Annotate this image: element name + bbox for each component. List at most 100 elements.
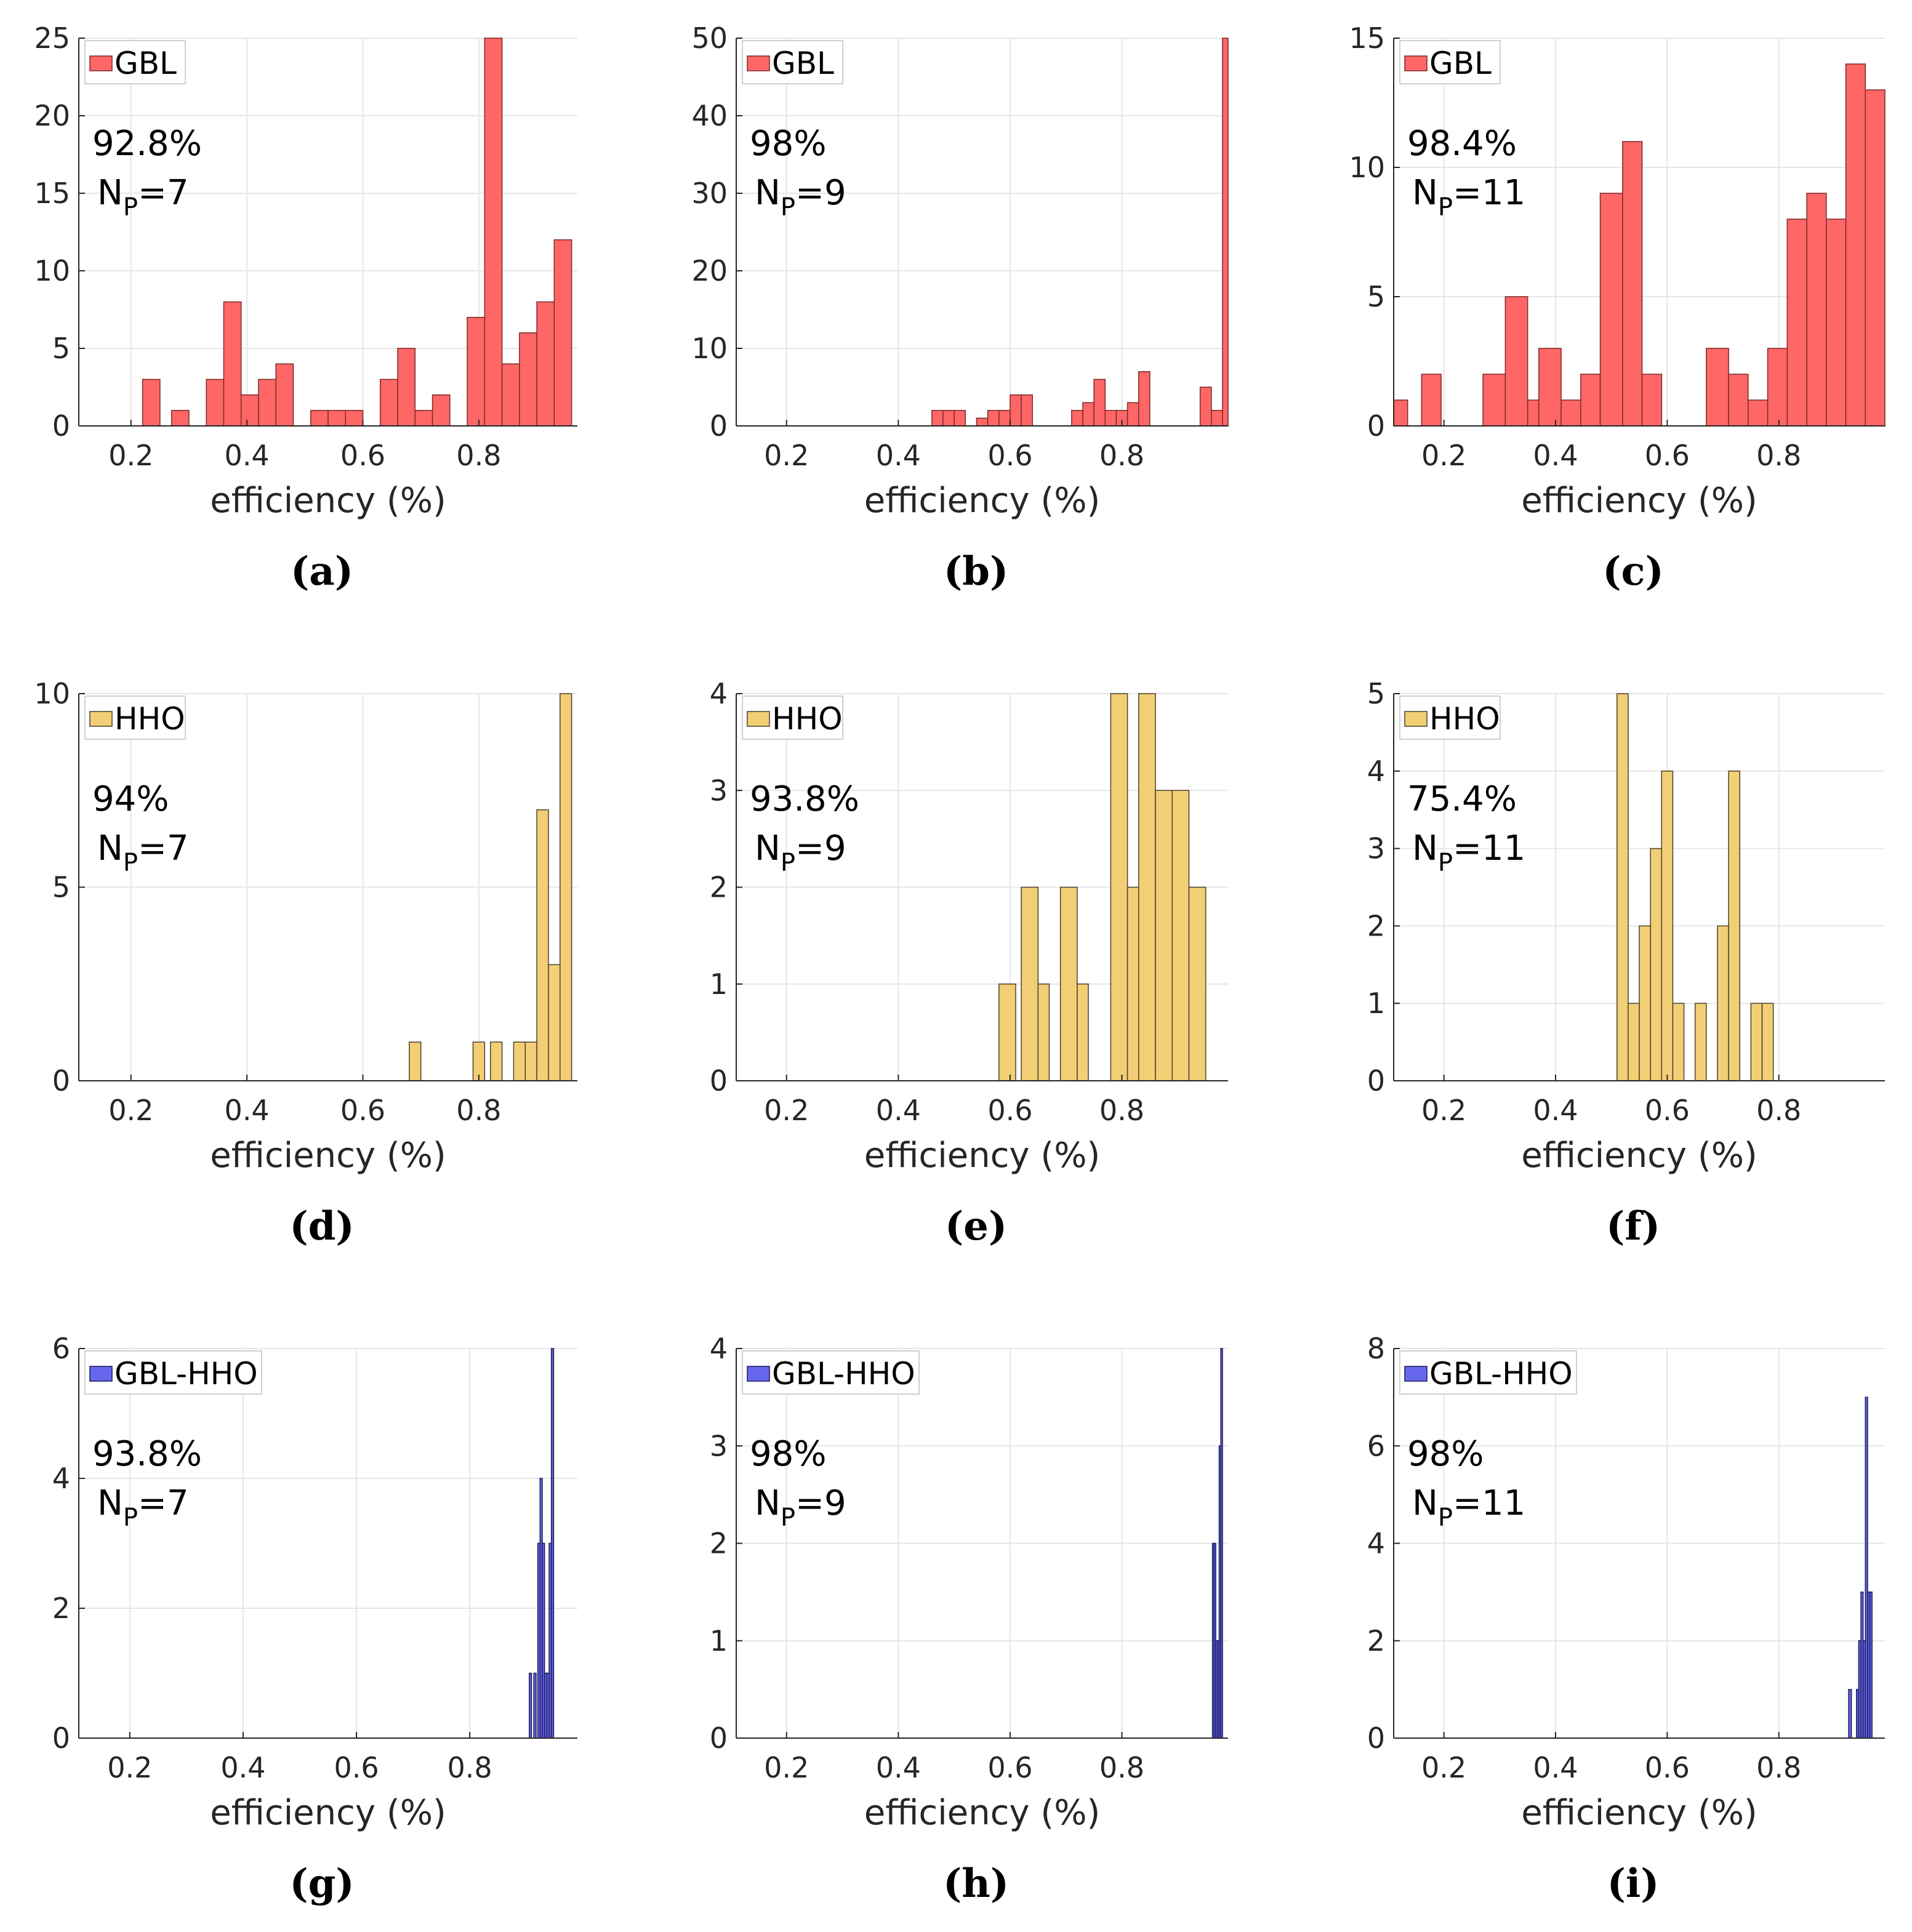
efficiency-annotation: 93.8% — [92, 1434, 202, 1474]
x-tick-label: 0.8 — [1099, 1751, 1144, 1784]
np-subscript: P — [123, 193, 138, 222]
histogram-bar — [258, 379, 276, 427]
histogram-bar — [1504, 296, 1528, 427]
efficiency-annotation: 98.4% — [1407, 124, 1517, 164]
y-tick-label: 2 — [1367, 909, 1385, 942]
y-tick-label: 2 — [52, 1592, 70, 1625]
histogram-bar — [310, 410, 329, 427]
efficiency-annotation: 94% — [92, 779, 169, 819]
panel-b: 0.2 0.4 0.6 0.8 0 10 20 30 40 50 efficiency (%) GBL… — [691, 22, 1229, 595]
legend-label: GBL — [114, 46, 177, 81]
np-annotation: NP=11 — [1412, 173, 1525, 222]
np-annotation: NP=11 — [1412, 1483, 1525, 1532]
efficiency-annotation: 93.8% — [750, 779, 859, 819]
panel-a: 0.2 0.4 0.6 0.8 0 5 10 15 20 25 efficiency (%) GBL 9… — [34, 22, 577, 595]
legend-label: HHO — [772, 701, 843, 737]
panel-c: 0.2 0.4 0.6 0.8 0 5 10 15 efficiency (%) GBL 98.4%… — [1349, 22, 1886, 595]
histogram-bar — [275, 363, 294, 427]
histogram-bar — [550, 1348, 555, 1739]
histogram-bar — [1538, 348, 1562, 427]
np-value: 11 — [1482, 173, 1525, 213]
y-tick-label: 0 — [710, 409, 728, 443]
y-tick-label: 15 — [1349, 22, 1385, 55]
histogram-bar — [1641, 374, 1663, 427]
np-annotation: NP=9 — [755, 173, 846, 222]
x-tick-label: 0.4 — [225, 439, 270, 472]
panel-d: 0.2 0.4 0.6 0.8 0 5 10 efficiency (%) HHO 94% NP=7… — [34, 677, 577, 1249]
x-tick-label: 0.8 — [1756, 1094, 1801, 1127]
np-value: 7 — [167, 1483, 189, 1523]
histogram-bar — [1672, 1003, 1685, 1081]
histogram-bar — [1599, 193, 1623, 427]
panel-caption: (e) — [945, 1203, 1007, 1249]
legend-label: GBL-HHO — [1429, 1356, 1573, 1392]
histogram-bar — [1561, 399, 1581, 427]
y-tick-label: 4 — [1367, 1527, 1385, 1560]
x-tick-label: 0.4 — [876, 439, 921, 472]
legend-swatch — [89, 1366, 113, 1382]
np-annotation: NP=7 — [97, 173, 189, 222]
x-tick-label: 0.8 — [1756, 1751, 1801, 1784]
x-tick-label: 0.4 — [1533, 1094, 1578, 1127]
histogram-bar — [380, 379, 398, 427]
histogram-bar — [1093, 379, 1106, 427]
y-tick-label: 20 — [691, 254, 728, 287]
x-tick-label: 0.8 — [1099, 439, 1144, 472]
histogram-bar — [1806, 193, 1827, 427]
np-value: 9 — [824, 1483, 846, 1523]
x-tick-label: 0.6 — [340, 1094, 385, 1127]
histogram-bar — [548, 964, 561, 1081]
histogram-bar — [1010, 394, 1022, 427]
histogram-bar — [559, 693, 572, 1081]
np-subscript: P — [123, 1504, 138, 1532]
legend-swatch — [747, 711, 770, 727]
histogram-bar — [553, 239, 572, 427]
panel-i: 0.2 0.4 0.6 0.8 0 2 4 6 8 efficiency (%) GBL-HHO 98… — [1367, 1332, 1885, 1907]
x-tick-label: 0.4 — [876, 1094, 921, 1127]
y-tick-label: 2 — [710, 871, 728, 904]
histogram-bar — [240, 394, 259, 427]
y-tick-label: 10 — [34, 677, 70, 710]
histogram-bar — [1580, 374, 1601, 427]
efficiency-annotation: 98% — [750, 124, 826, 164]
y-tick-label: 0 — [52, 1064, 70, 1097]
histogram-bar — [489, 1041, 503, 1081]
histogram-bar — [1845, 63, 1866, 427]
y-tick-label: 1 — [710, 1624, 728, 1657]
legend: GBL — [1399, 40, 1501, 84]
np-value: 11 — [1482, 1483, 1525, 1523]
np-symbol: N — [97, 1483, 123, 1523]
histogram-bar — [1220, 1348, 1223, 1739]
np-value: 11 — [1482, 828, 1525, 868]
x-tick-label: 0.6 — [987, 1751, 1032, 1784]
y-tick-label: 40 — [691, 99, 728, 132]
histogram-bar — [1171, 790, 1190, 1081]
histogram-bar — [1639, 925, 1651, 1081]
histogram-bar — [223, 301, 242, 427]
legend-swatch — [89, 711, 113, 727]
histogram-bar — [1717, 925, 1729, 1081]
x-tick-label: 0.8 — [448, 1751, 492, 1784]
legend: GBL-HHO — [742, 1350, 920, 1395]
histogram-bar — [1482, 374, 1506, 427]
histogram-bar — [1650, 848, 1663, 1081]
legend-label: HHO — [1429, 701, 1500, 737]
np-subscript: P — [1438, 193, 1453, 222]
y-tick-label: 4 — [710, 677, 728, 710]
histogram-bar — [1527, 399, 1540, 427]
histogram-bar — [1826, 218, 1847, 427]
histogram-bar — [1750, 1003, 1763, 1081]
np-symbol: N — [755, 828, 781, 868]
histogram-bar — [976, 417, 989, 427]
histogram-bar — [536, 809, 549, 1081]
x-tick-label: 0.4 — [1533, 1751, 1578, 1784]
np-annotation: NP=7 — [97, 828, 189, 877]
x-axis-label: efficiency (%) — [1521, 1136, 1757, 1176]
panel-e: 0.2 0.4 0.6 0.8 0 1 2 3 4 efficiency (%) HHO 93.8% N… — [710, 677, 1228, 1249]
y-tick-label: 4 — [52, 1462, 70, 1495]
histogram-bar — [1021, 394, 1033, 427]
y-tick-label: 3 — [710, 1429, 728, 1462]
histogram-bar — [1222, 38, 1229, 427]
x-tick-label: 0.2 — [1421, 1751, 1466, 1784]
y-tick-label: 0 — [710, 1722, 728, 1755]
